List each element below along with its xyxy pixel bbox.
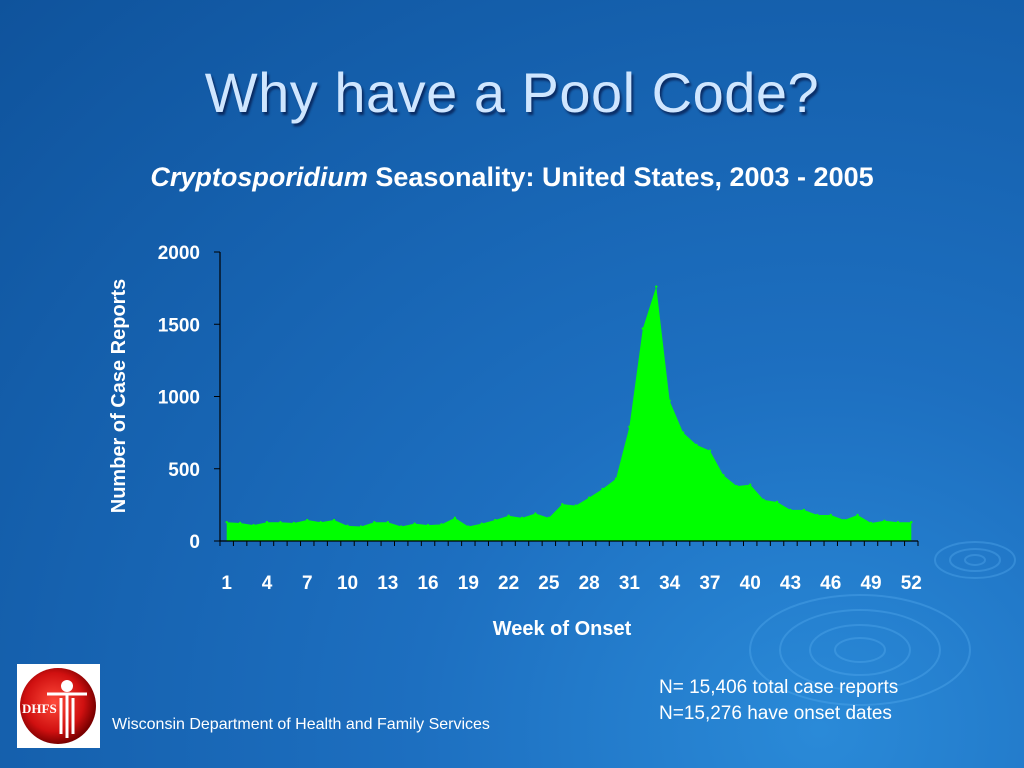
x-tick-label: 13 [377,573,398,594]
dhfs-logo: DHFS [17,664,100,748]
data-point [614,477,618,481]
data-point [587,496,591,499]
total-reports-note: N= 15,406 total case reports [659,677,899,698]
data-point [641,327,645,330]
data-point [373,521,376,524]
data-point [306,518,309,522]
organization-name: Wisconsin Department of Health and Famil… [112,716,490,733]
subtitle-rest: Seasonality: United States, 2003 - 2005 [367,162,874,192]
data-point [749,483,752,486]
series-area [226,286,912,541]
y-axis: 0 500 1000 1500 2000 [158,243,221,553]
x-tick-label: 43 [780,573,801,594]
data-point [386,521,389,524]
data-point [440,523,443,526]
x-tick-label: 31 [619,573,641,594]
x-tick-label: 10 [337,573,358,594]
data-point [279,521,282,524]
x-tick-label: 49 [860,573,881,594]
logo-text: DHFS [22,701,57,716]
data-point [467,525,470,528]
data-point [319,521,322,524]
dhfs-logo-icon: DHFS [20,668,96,744]
data-point [883,519,886,522]
data-point [722,474,725,477]
case-count-notes: N= 15,406 total case reports N=15,276 ha… [659,675,898,727]
data-point [681,431,685,434]
data-point [346,524,349,528]
data-point [708,449,712,452]
data-point [802,508,806,512]
subtitle-organism: Cryptosporidium [150,162,368,192]
data-point [735,484,738,488]
y-tick-label: 1000 [158,388,200,409]
data-point [413,522,416,525]
data-point [829,513,832,517]
data-point [695,443,698,447]
data-point [520,516,524,520]
x-tick-label: 28 [579,573,600,594]
x-axis: 1 4 7 10 13 16 19 22 25 28 31 34 37 40 43 46 49 52 [219,540,922,594]
x-tick-label: 22 [498,573,519,594]
data-point [493,518,497,522]
data-point [332,518,336,522]
data-point [896,521,900,524]
data-point [574,504,577,507]
data-point [869,521,873,525]
x-tick-label: 34 [659,573,681,594]
data-point [762,498,765,502]
data-point [507,514,510,517]
x-tick-label: 4 [262,573,273,594]
data-point [628,425,631,429]
data-point [359,525,363,528]
x-tick-label: 46 [820,573,841,594]
data-point [910,521,913,524]
data-point [400,525,403,528]
y-tick-label: 0 [189,532,200,553]
data-point [655,285,658,288]
x-tick-label: 19 [458,573,479,594]
chart-subtitle: Cryptosporidium Seasonality: United Stat… [0,162,1024,193]
data-point [789,508,792,512]
data-point [426,523,430,527]
x-tick-label: 16 [417,573,438,594]
data-point [816,513,819,517]
data-point [480,522,483,525]
x-tick-label: 25 [538,573,560,594]
x-tick-label: 37 [699,573,720,594]
y-axis-label: Number of Case Reports [108,279,130,514]
data-point [601,487,604,491]
x-axis-label: Week of Onset [493,618,632,640]
data-point [534,512,537,515]
data-point [668,399,671,403]
data-point [252,523,255,527]
y-tick-label: 2000 [158,243,200,264]
data-point [453,516,457,520]
data-point [561,502,564,506]
x-tick-label: 1 [221,573,232,594]
data-point [856,513,859,517]
slide-title: Why have a Pool Code? [204,61,820,124]
data-point [265,521,269,524]
data-point [238,521,242,525]
data-point [775,500,779,504]
data-point [842,518,846,522]
onset-dates-note: N=15,276 have onset dates [659,703,892,724]
y-tick-label: 1500 [158,315,200,336]
data-point [547,516,551,520]
y-tick-label: 500 [168,460,200,481]
plot-area [225,285,913,541]
x-tick-label: 40 [740,573,761,594]
x-tick-label: 7 [302,573,313,594]
x-tick-label: 52 [901,573,922,594]
data-point [292,521,296,525]
data-point [225,521,228,524]
